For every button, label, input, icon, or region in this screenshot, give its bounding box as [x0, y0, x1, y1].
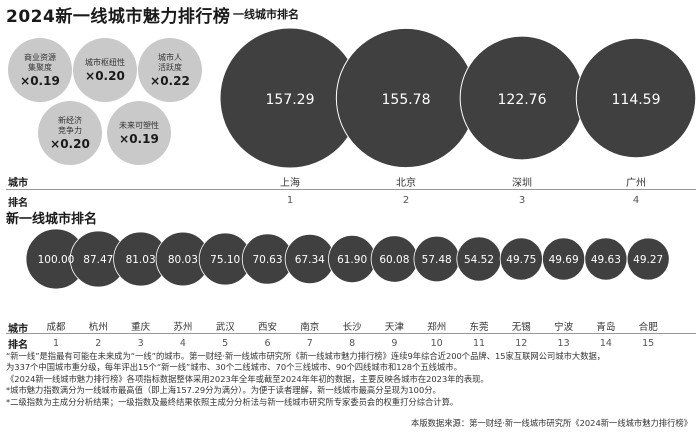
- value-label: 155.78: [382, 92, 431, 108]
- newtier1-chart: 100.00 成都 87.47 杭州 81.03 重庆 80.03 苏州 75.10 武汉 70.6…: [25, 228, 670, 333]
- rank-label: 11: [473, 338, 485, 349]
- value-label: 49.27: [633, 254, 663, 266]
- tier1-chart-title: 一线城市排名: [233, 8, 299, 21]
- value-label: 114.59: [612, 92, 661, 108]
- rank-label: 13: [558, 338, 570, 349]
- rank-label: 1: [53, 338, 59, 349]
- value-label: 80.03: [168, 254, 198, 266]
- city-label: 南京: [300, 321, 319, 333]
- newtier1-chart-title: 新一线城市排名: [6, 212, 98, 227]
- value-label: 49.75: [506, 254, 536, 266]
- weight-label: 商业资源: [24, 52, 56, 62]
- city-label: 苏州: [173, 321, 192, 333]
- city-label: 宁波: [554, 321, 574, 333]
- city-label: 合肥: [639, 321, 659, 333]
- source-note: 本版数据来源：第一财经·新一线城市研究所《2024新一线城市魅力排行榜》: [411, 418, 692, 428]
- rank-label: 2: [403, 195, 409, 206]
- value-label: 60.08: [379, 254, 409, 266]
- weight-label: 竞争力: [58, 125, 82, 135]
- rank-label: 4: [180, 338, 186, 349]
- newtier1-rank-row: 1 2 3 4 5 6 7 8 9 10 11 12 13 14 15: [53, 338, 654, 349]
- footnote: *城市魅力指数满分为一线城市最高值（即上海157.29分为满分）。为便于读者理解…: [6, 385, 441, 396]
- value-label: 75.10: [210, 254, 240, 266]
- rank-label: 14: [600, 338, 612, 349]
- weight-value: ×0.19: [20, 73, 60, 88]
- divider: [6, 333, 696, 334]
- weight-new-economy: 新经济 竞争力 ×0.20: [38, 101, 102, 165]
- weight-commercial-resources: 商业资源 集聚度 ×0.19: [8, 38, 72, 102]
- city-label: 长沙: [343, 321, 363, 333]
- rank-label: 1: [287, 195, 293, 206]
- city-label: 深圳: [512, 177, 532, 189]
- rank-label: 7: [307, 338, 313, 349]
- city-label: 上海: [280, 176, 300, 189]
- weight-future: 未来可塑性 ×0.19: [107, 101, 171, 165]
- city-label: 广州: [626, 177, 646, 189]
- city-label: 无锡: [512, 321, 531, 333]
- footnote: 《2024新一线城市魅力排行榜》各项指标数据整体采用2023年全年或截至2024…: [6, 373, 489, 384]
- city-label: 西安: [258, 321, 277, 333]
- city-label: 东莞: [469, 321, 489, 333]
- value-label: 49.63: [591, 254, 621, 266]
- value-label: 122.76: [498, 92, 547, 108]
- value-label: 57.48: [422, 254, 452, 266]
- weight-label: 活跃度: [158, 62, 182, 72]
- page-title: 2024新一线城市魅力排行榜: [6, 7, 231, 27]
- rank-label: 3: [138, 338, 144, 349]
- bubble-广州: [575, 37, 697, 159]
- rank-label: 8: [349, 338, 355, 349]
- city-label: 北京: [396, 176, 416, 189]
- weight-value: ×0.20: [85, 68, 125, 83]
- weight-hub: 城市枢纽性 ×0.20: [73, 38, 137, 102]
- weight-activity: 城市人 活跃度 ×0.22: [138, 38, 202, 102]
- weight-label: 集聚度: [28, 62, 52, 72]
- value-label: 100.00: [38, 254, 75, 266]
- city-label: 重庆: [131, 321, 151, 333]
- tier1-chart: 157.29 上海 1 155.78 北京 2 122.76 深圳 3 114.59 广州 4: [219, 27, 697, 206]
- rank-label: 9: [391, 338, 397, 349]
- value-label: 67.34: [295, 254, 325, 266]
- weight-label: 未来可塑性: [119, 120, 159, 130]
- bubble-合肥: [626, 237, 670, 281]
- city-row-label: 城市: [8, 178, 28, 189]
- rank-label: 10: [431, 338, 443, 349]
- value-label: 87.47: [83, 254, 113, 266]
- value-label: 49.69: [549, 254, 579, 266]
- weight-value: ×0.19: [119, 131, 159, 146]
- weight-label: 城市人: [158, 52, 182, 62]
- city-label: 武汉: [216, 321, 236, 333]
- footnote: “新一线”是指最有可能在未来成为“一线”的城市。第一财经·新一线城市研究所《新一…: [6, 351, 606, 361]
- value-label: 70.63: [252, 254, 282, 266]
- rank-label: 3: [519, 195, 525, 206]
- value-label: 61.90: [337, 254, 367, 266]
- rank-label: 2: [95, 338, 101, 349]
- weight-label: 新经济: [58, 115, 82, 125]
- rank-label: 12: [515, 338, 527, 349]
- city-label: 青岛: [596, 321, 615, 333]
- weight-label: 城市枢纽性: [85, 57, 125, 67]
- rank-label: 4: [633, 195, 639, 206]
- value-label: 81.03: [126, 254, 156, 266]
- value-label: 54.52: [464, 254, 494, 266]
- city-row-label: 城市: [8, 324, 28, 335]
- rank-row-label: 排名: [8, 198, 28, 209]
- footnote: *二级指数为主成分分析结果；一级指数及最终结果依照主成分分析法与新一线城市研究所…: [6, 396, 459, 407]
- rank-row-label: 排名: [8, 340, 28, 351]
- divider: [6, 189, 696, 190]
- city-label: 杭州: [89, 321, 108, 333]
- footnotes: “新一线”是指最有可能在未来成为“一线”的城市。第一财经·新一线城市研究所《新一…: [6, 351, 696, 408]
- rank-label: 5: [222, 338, 228, 349]
- rank-label: 6: [264, 338, 270, 349]
- city-label: 天津: [385, 322, 405, 333]
- city-label: 郑州: [427, 321, 446, 333]
- rank-label: 15: [642, 338, 654, 349]
- city-label: 成都: [46, 321, 66, 333]
- footnote: 为337个中国城市重分级，每年评出15个“新一线”城市、30个二线城市、70个三…: [6, 362, 462, 373]
- weight-value: ×0.22: [150, 73, 190, 88]
- value-label: 157.29: [266, 92, 315, 108]
- weight-value: ×0.20: [50, 136, 90, 151]
